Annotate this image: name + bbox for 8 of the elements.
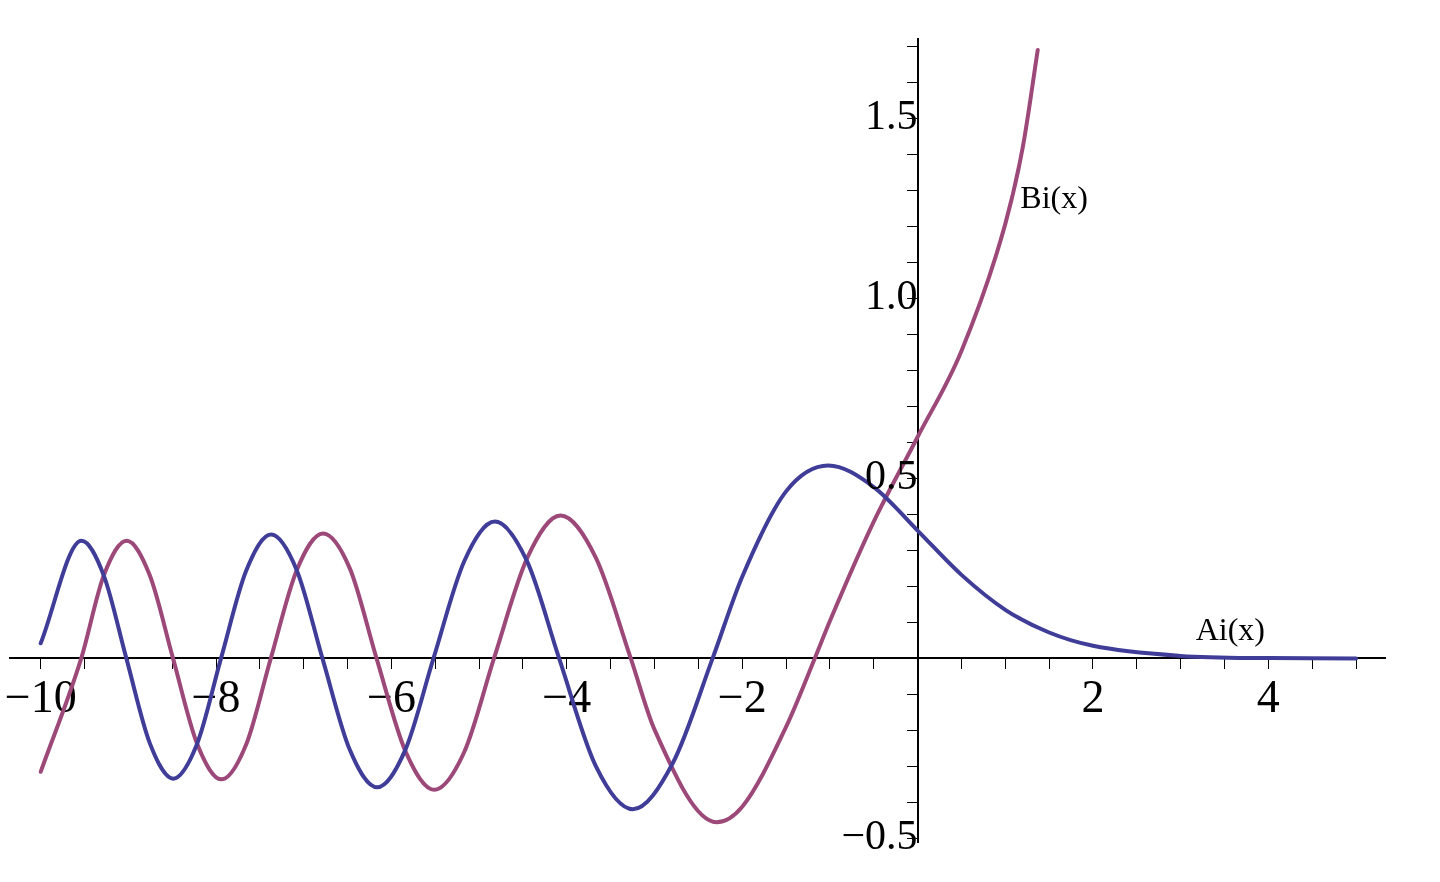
y-tick-label: 1.0 [865,272,918,319]
y-tick-label: 1.5 [865,92,918,139]
x-tick-label: −2 [717,671,767,723]
y-tick-label: −0.5 [841,812,918,859]
series-label: Ai(x) [1195,611,1265,648]
x-tick-label: 2 [1081,671,1105,723]
x-tick-label: 4 [1256,671,1280,723]
series-label: Bi(x) [1020,179,1088,216]
